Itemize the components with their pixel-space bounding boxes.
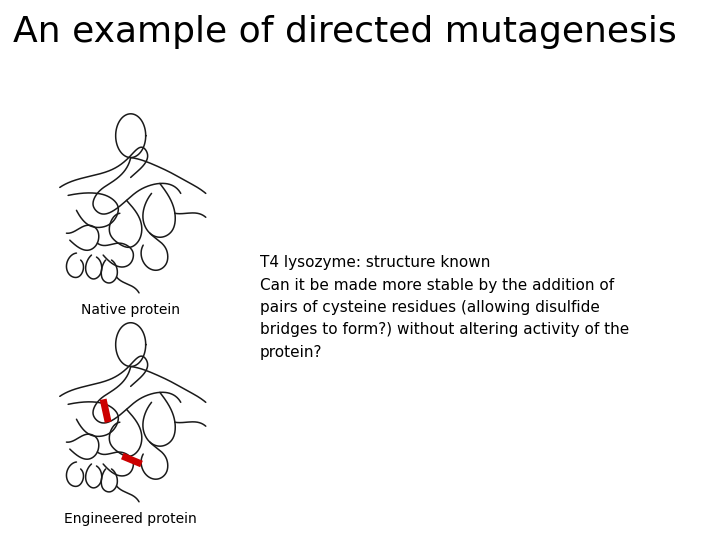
Text: T4 lysozyme: structure known: T4 lysozyme: structure known <box>260 255 490 270</box>
Text: An example of directed mutagenesis: An example of directed mutagenesis <box>13 15 677 49</box>
Text: Engineered protein: Engineered protein <box>64 512 197 526</box>
Text: Can it be made more stable by the addition of
pairs of cysteine residues (allowi: Can it be made more stable by the additi… <box>260 278 629 360</box>
Text: Native protein: Native protein <box>81 303 180 317</box>
